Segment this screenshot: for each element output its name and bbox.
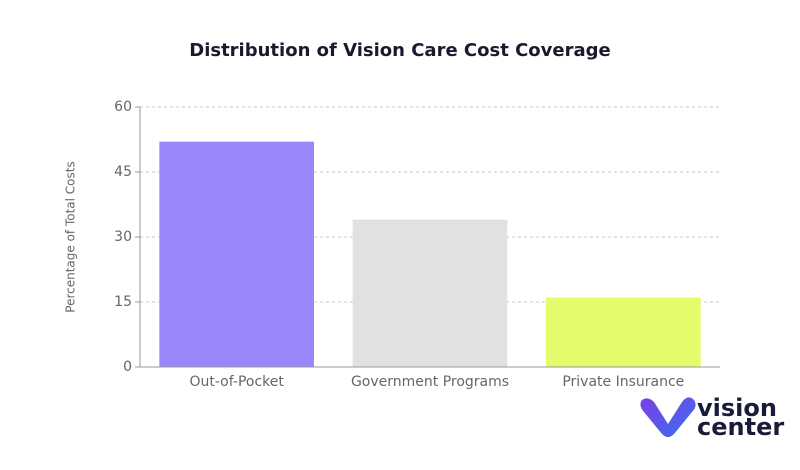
x-tick-label: Out-of-Pocket bbox=[189, 374, 284, 390]
y-tick-label: 30 bbox=[114, 229, 132, 245]
bar bbox=[159, 141, 314, 367]
x-tick-label: Government Programs bbox=[351, 374, 509, 390]
logo-text: vision bbox=[697, 394, 777, 422]
logo-icon bbox=[640, 397, 696, 437]
y-tick-label: 45 bbox=[114, 164, 132, 180]
bar bbox=[546, 297, 701, 367]
chart-title: Distribution of Vision Care Cost Coverag… bbox=[189, 40, 610, 61]
x-tick-label: Private Insurance bbox=[562, 374, 684, 390]
bar bbox=[352, 219, 508, 367]
y-tick-label: 15 bbox=[114, 294, 132, 310]
y-tick-label: 60 bbox=[114, 99, 132, 115]
y-axis-label: Percentage of Total Costs bbox=[64, 161, 78, 312]
logo-text: center bbox=[697, 413, 784, 441]
y-tick-label: 0 bbox=[123, 359, 132, 375]
logo: vision center bbox=[640, 394, 784, 441]
